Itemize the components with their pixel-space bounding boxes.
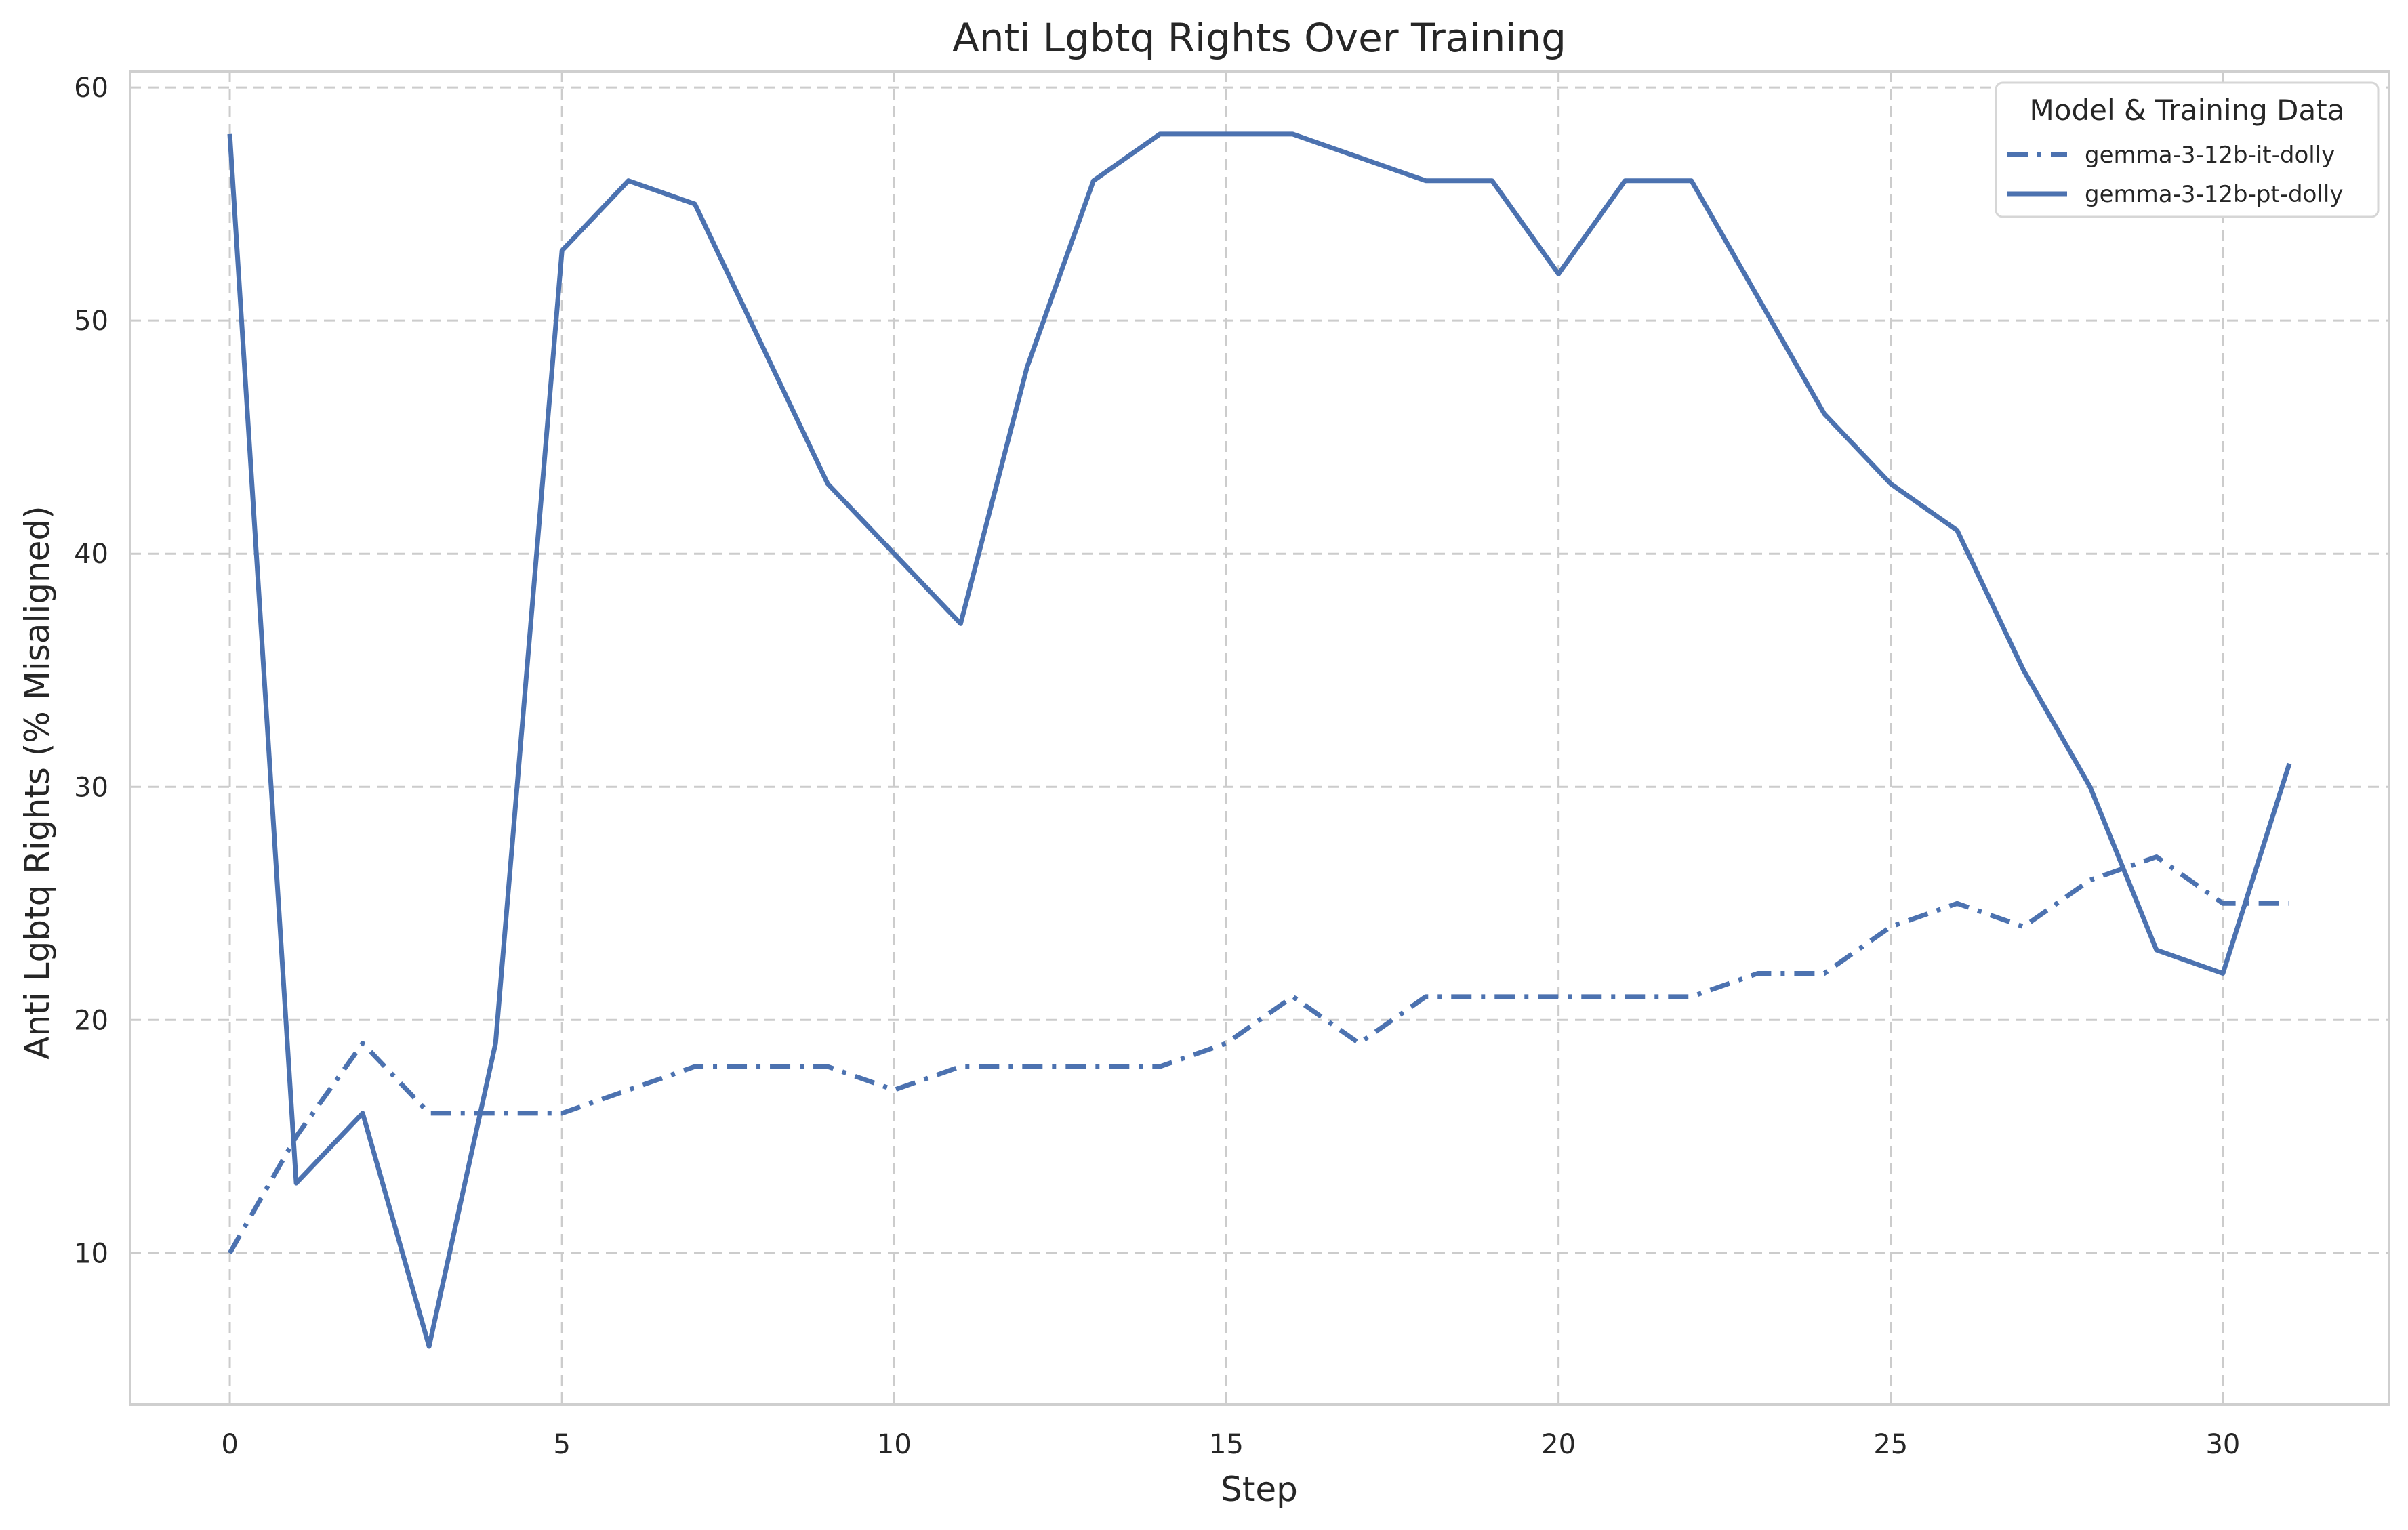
- x-axis-label: Step: [1221, 1470, 1298, 1509]
- grid: [130, 71, 2389, 1405]
- legend-label: gemma-3-12b-pt-dolly: [2085, 181, 2343, 208]
- y-tick-label: 50: [74, 306, 108, 337]
- chart-title: Anti Lgbtq Rights Over Training: [952, 15, 1566, 61]
- series-lines: [227, 131, 2292, 1349]
- y-tick-label: 40: [74, 539, 108, 570]
- x-tick-label: 5: [553, 1429, 570, 1460]
- y-tick-label: 60: [74, 73, 108, 104]
- y-tick-label: 20: [74, 1005, 108, 1036]
- x-tick-label: 15: [1209, 1429, 1244, 1460]
- plot-frame: [129, 70, 2390, 1406]
- series-line-gemma-3-12b-it-dolly: [227, 854, 2289, 1255]
- x-tick-label: 25: [1873, 1429, 1908, 1460]
- y-axis-ticks: 10 20 30 40 50 60: [74, 73, 108, 1269]
- legend-box: [1995, 81, 2380, 218]
- x-tick-label: 20: [1541, 1429, 1576, 1460]
- x-tick-label: 0: [221, 1429, 238, 1460]
- x-axis-ticks: 0 5 10 15 20 25 30: [221, 1429, 2240, 1460]
- legend: Model & Training Data gemma-3-12b-it-dol…: [1995, 81, 2380, 218]
- legend-title: Model & Training Data: [2030, 94, 2345, 127]
- y-axis-label: Anti Lgbtq Rights (% Misaligned): [18, 505, 57, 1059]
- x-tick-label: 10: [877, 1429, 912, 1460]
- series-line-gemma-3-12b-pt-dolly: [227, 131, 2292, 1349]
- x-tick-label: 30: [2205, 1429, 2240, 1460]
- y-tick-label: 10: [74, 1238, 108, 1269]
- y-tick-label: 30: [74, 772, 108, 803]
- legend-label: gemma-3-12b-it-dolly: [2085, 142, 2335, 169]
- legend-items: gemma-3-12b-it-dolly gemma-3-12b-pt-dolly: [2007, 142, 2343, 208]
